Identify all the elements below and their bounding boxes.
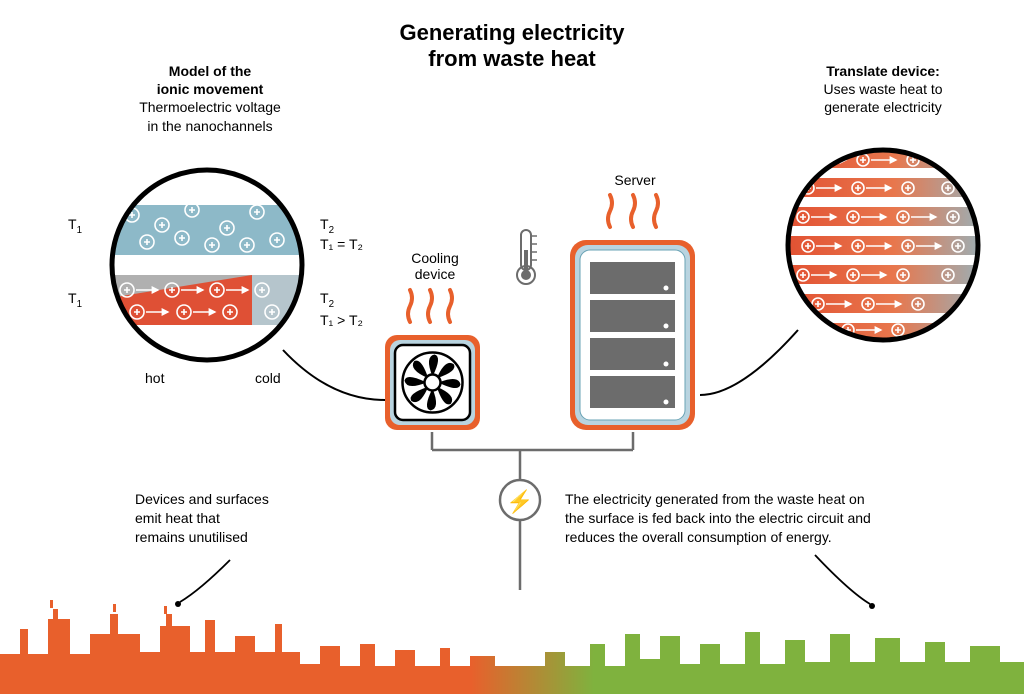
bottom-right-text: The electricity generated from the waste… — [565, 490, 945, 547]
thermometer-icon — [517, 230, 537, 284]
bottom-left-text: Devices and surfaces emit heat that rema… — [135, 490, 335, 547]
fan-icon — [403, 353, 463, 413]
skyline — [0, 574, 1024, 694]
cooling-label-text: Cooling device — [395, 250, 475, 282]
server-label: Server — [600, 172, 670, 188]
bolt-icon: ⚡ — [506, 489, 533, 515]
